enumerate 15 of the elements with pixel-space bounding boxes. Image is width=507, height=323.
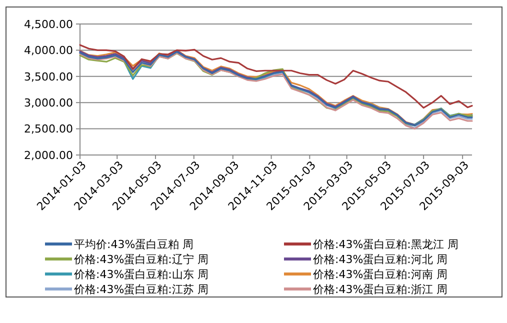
legend-label: 价格:43%蛋白豆粕:江苏 周 — [73, 282, 208, 296]
legend-label: 价格:43%蛋白豆粕:河北 周 — [312, 252, 448, 266]
legend-label: 价格:43%蛋白豆粕:辽宁 周 — [73, 252, 208, 266]
y-tick-label: 4,000.00 — [24, 44, 73, 58]
legend-label: 价格:43%蛋白豆粕:山东 周 — [73, 268, 208, 281]
y-tick-label: 2,500.00 — [24, 122, 73, 136]
y-tick-label: 3,500.00 — [24, 70, 73, 84]
line-series — [79, 44, 473, 109]
legend-label: 价格:43%蛋白豆粕:河南 周 — [312, 268, 448, 281]
y-tick-label: 3,000.00 — [24, 96, 73, 110]
y-tick-label: 4,500.00 — [24, 18, 73, 31]
y-tick-label: 2,000.00 — [24, 148, 73, 162]
legend-label: 平均价:43%蛋白豆粕 周 — [74, 238, 194, 251]
legend-label: 价格:43%蛋白豆粕:黑龙江 周 — [312, 238, 458, 251]
legend-label: 价格:43%蛋白豆粕:浙江 周 — [312, 282, 448, 296]
